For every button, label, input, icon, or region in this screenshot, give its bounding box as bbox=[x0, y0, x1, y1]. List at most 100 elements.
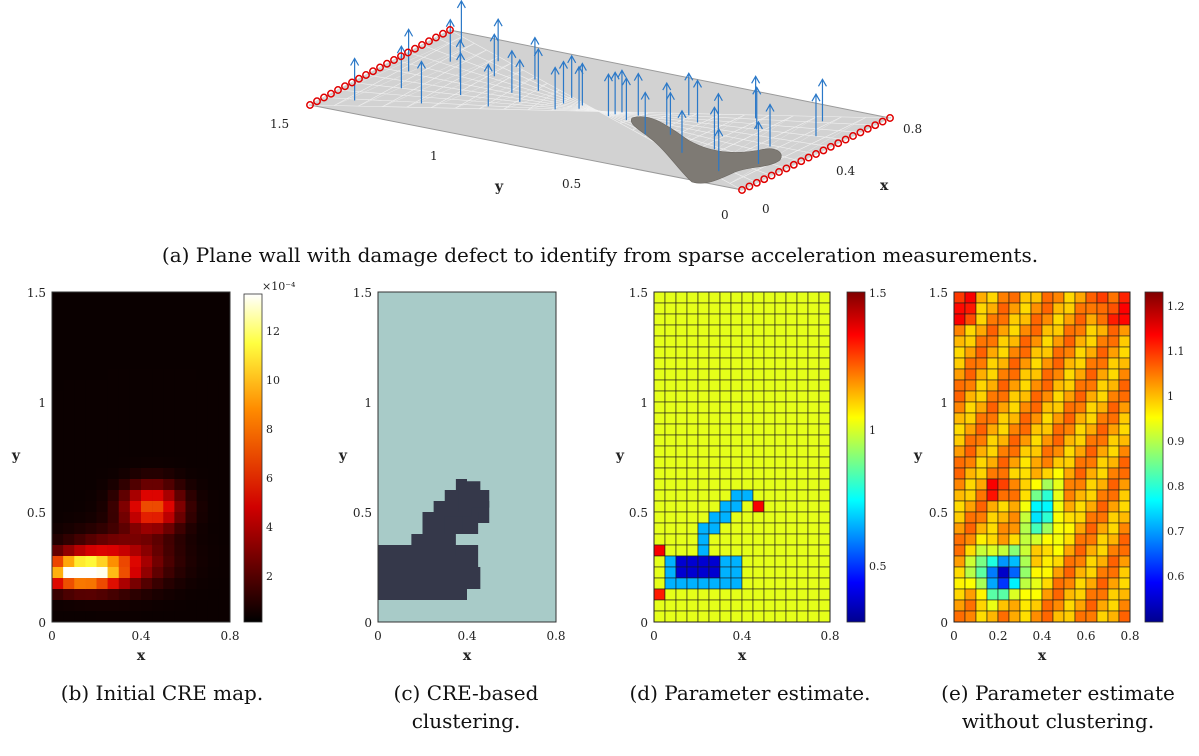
grid-cell bbox=[986, 610, 999, 623]
grid-cell bbox=[686, 566, 699, 579]
support-circle bbox=[362, 71, 370, 79]
grid-cell bbox=[1063, 478, 1076, 491]
heat-cell bbox=[207, 336, 220, 348]
grid-cell bbox=[719, 599, 732, 612]
grid-cell bbox=[719, 467, 732, 480]
grid-cell bbox=[818, 511, 831, 524]
grid-cell bbox=[697, 390, 710, 403]
grid-cell bbox=[953, 544, 966, 557]
grid-cell bbox=[964, 577, 977, 590]
grid-cell bbox=[653, 302, 666, 315]
grid-cell bbox=[730, 313, 743, 326]
heat-cell bbox=[118, 347, 131, 359]
grid-cell bbox=[752, 500, 765, 513]
grid-cell bbox=[719, 533, 732, 546]
cluster-shape bbox=[378, 481, 490, 600]
heat-cell bbox=[196, 523, 209, 535]
grid-cell bbox=[719, 368, 732, 381]
heat-cell bbox=[218, 479, 231, 491]
heat-cell bbox=[218, 369, 231, 381]
grid-cell bbox=[719, 357, 732, 370]
grid-cell bbox=[1074, 533, 1087, 546]
grid-cell bbox=[686, 324, 699, 337]
grid-cell bbox=[730, 357, 743, 370]
heat-cell bbox=[118, 512, 131, 524]
grid-cell bbox=[1019, 357, 1032, 370]
grid-cell bbox=[785, 434, 798, 447]
arrow-head bbox=[621, 76, 631, 86]
mesh-line bbox=[334, 43, 475, 106]
grid-cell bbox=[964, 544, 977, 557]
heat-cell bbox=[129, 336, 142, 348]
grid-cell bbox=[964, 302, 977, 315]
grid-cell bbox=[1041, 379, 1054, 392]
grid-cell bbox=[730, 500, 743, 513]
grid-cell bbox=[953, 456, 966, 469]
grid-cell bbox=[686, 577, 699, 590]
arrow-head bbox=[753, 120, 763, 130]
grid-cell bbox=[719, 390, 732, 403]
heat-cell bbox=[174, 479, 186, 491]
grid-cell bbox=[953, 401, 966, 414]
grid-cell bbox=[1019, 467, 1032, 480]
grid-cell bbox=[763, 456, 776, 469]
grid-cell bbox=[1041, 357, 1054, 370]
grid-cell bbox=[1118, 291, 1131, 304]
damage-cluster bbox=[378, 479, 490, 600]
grid-cell bbox=[686, 588, 699, 601]
boundary-supports bbox=[306, 26, 894, 194]
heat-cell bbox=[74, 402, 86, 414]
heat-cell bbox=[185, 556, 197, 568]
grid-cell bbox=[1052, 577, 1065, 590]
heat-cell bbox=[129, 468, 142, 480]
grid-cell bbox=[1074, 291, 1087, 304]
grid-cell bbox=[1107, 423, 1120, 436]
grid-cell bbox=[1085, 390, 1098, 403]
panel-d: 0.5 1 1.5 1.5 1 0.5 0 0 0.4 0.8 x y (d) … bbox=[615, 286, 887, 705]
x-tick-0-8: 0.8 bbox=[903, 122, 922, 136]
caption-a: (a) Plane wall with damage defect to ide… bbox=[162, 243, 1038, 267]
grid-cell bbox=[686, 467, 699, 480]
grid-cell bbox=[1096, 610, 1109, 623]
heat-cell bbox=[174, 358, 186, 370]
heat-cell bbox=[129, 501, 142, 513]
grid-cell bbox=[964, 423, 977, 436]
grid-cell bbox=[708, 412, 721, 425]
grid-cell bbox=[796, 302, 809, 315]
grid-cell bbox=[1052, 522, 1065, 535]
grid-cell bbox=[997, 357, 1010, 370]
grid-cell bbox=[986, 599, 999, 612]
heat-cell bbox=[141, 589, 153, 601]
heat-cell bbox=[107, 600, 120, 612]
grid-cell bbox=[997, 401, 1010, 414]
grid-cell bbox=[953, 467, 966, 480]
support-circle bbox=[767, 171, 776, 180]
heat-cell bbox=[74, 347, 86, 359]
arrow-head bbox=[692, 79, 703, 88]
grid-cell bbox=[818, 335, 831, 348]
grid-cell bbox=[686, 335, 699, 348]
heat-cell bbox=[129, 347, 142, 359]
grid-cell bbox=[719, 445, 732, 458]
heat-cell bbox=[163, 380, 175, 392]
grid-cell bbox=[730, 423, 743, 436]
grid-cell bbox=[796, 390, 809, 403]
arrow-head bbox=[665, 91, 675, 101]
grid-cell bbox=[719, 610, 732, 623]
grid-cell bbox=[708, 533, 721, 546]
grid-cell bbox=[986, 533, 999, 546]
grid-cell bbox=[1096, 555, 1109, 568]
grid-cell bbox=[1008, 445, 1021, 458]
heat-cell bbox=[163, 391, 175, 403]
grid-cell bbox=[664, 423, 677, 436]
grid-cell bbox=[730, 610, 743, 623]
grid-cell bbox=[1030, 610, 1043, 623]
heat-cell bbox=[152, 435, 164, 447]
grid-cell bbox=[1118, 335, 1131, 348]
grid-cell bbox=[807, 478, 820, 491]
heat-cell bbox=[85, 435, 97, 447]
grid-cell bbox=[741, 291, 754, 304]
grid-cell bbox=[785, 599, 798, 612]
grid-cell bbox=[774, 511, 787, 524]
panel-b-frame bbox=[51, 291, 231, 623]
